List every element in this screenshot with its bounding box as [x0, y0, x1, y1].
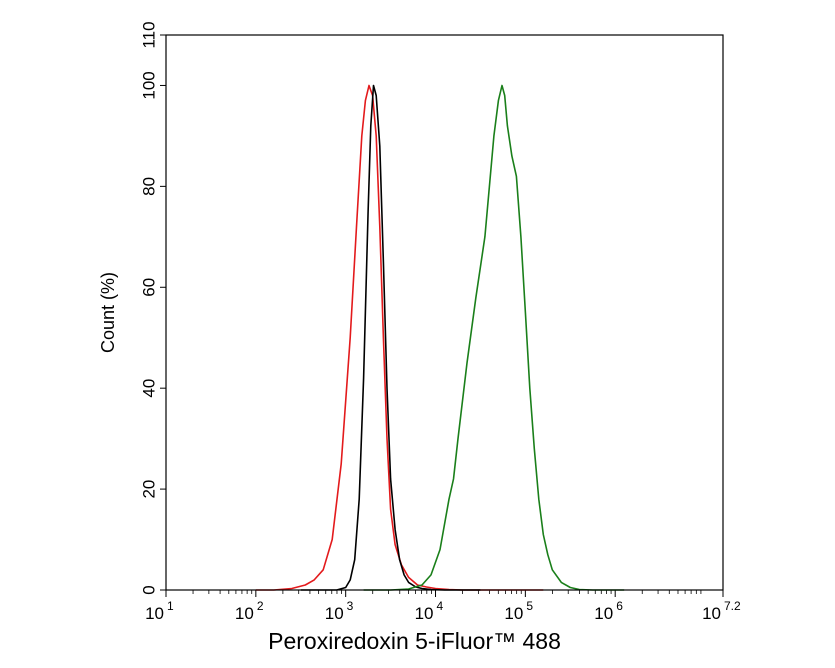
x-axis-ticks: 10 1 10 2 10 3 10 4 10 5 10 6 10 7.2: [145, 590, 741, 623]
y-tick-label: 60: [140, 278, 159, 297]
plot-frame: [165, 34, 724, 591]
x-tick-exponent: 2: [257, 599, 264, 613]
y-axis-title: Count (%): [98, 272, 118, 353]
x-tick-label: 10: [702, 604, 721, 623]
x-tick-label: 10: [504, 604, 523, 623]
y-tick-label: 110: [140, 21, 159, 48]
x-tick-label: 10: [325, 604, 344, 623]
x-tick-label: 10: [415, 604, 434, 623]
x-tick-exponent: 3: [347, 599, 354, 613]
x-tick-exponent: 7.2: [724, 599, 741, 613]
x-tick-label: 10: [235, 604, 254, 623]
histogram-series-3: [363, 84, 625, 591]
y-tick-label: 20: [140, 480, 159, 499]
x-tick-exponent: 4: [437, 599, 444, 613]
y-tick-label: 80: [140, 177, 159, 196]
y-tick-label: 100: [140, 71, 159, 99]
y-tick-label: 0: [140, 585, 159, 594]
y-tick-label: 40: [140, 379, 159, 398]
x-tick-label: 10: [145, 604, 164, 623]
x-tick-exponent: 5: [526, 599, 533, 613]
x-axis-title: Peroxiredoxin 5-iFluor™ 488: [268, 628, 561, 654]
x-tick-exponent: 1: [167, 599, 174, 613]
y-axis-ticks: 0 20 40 60 80 100 110: [140, 21, 166, 595]
x-tick-label: 10: [594, 604, 613, 623]
histogram-series-2: [300, 84, 481, 591]
histogram-series-1: [255, 84, 544, 591]
histogram-series: [255, 84, 625, 591]
x-tick-exponent: 6: [616, 599, 623, 613]
